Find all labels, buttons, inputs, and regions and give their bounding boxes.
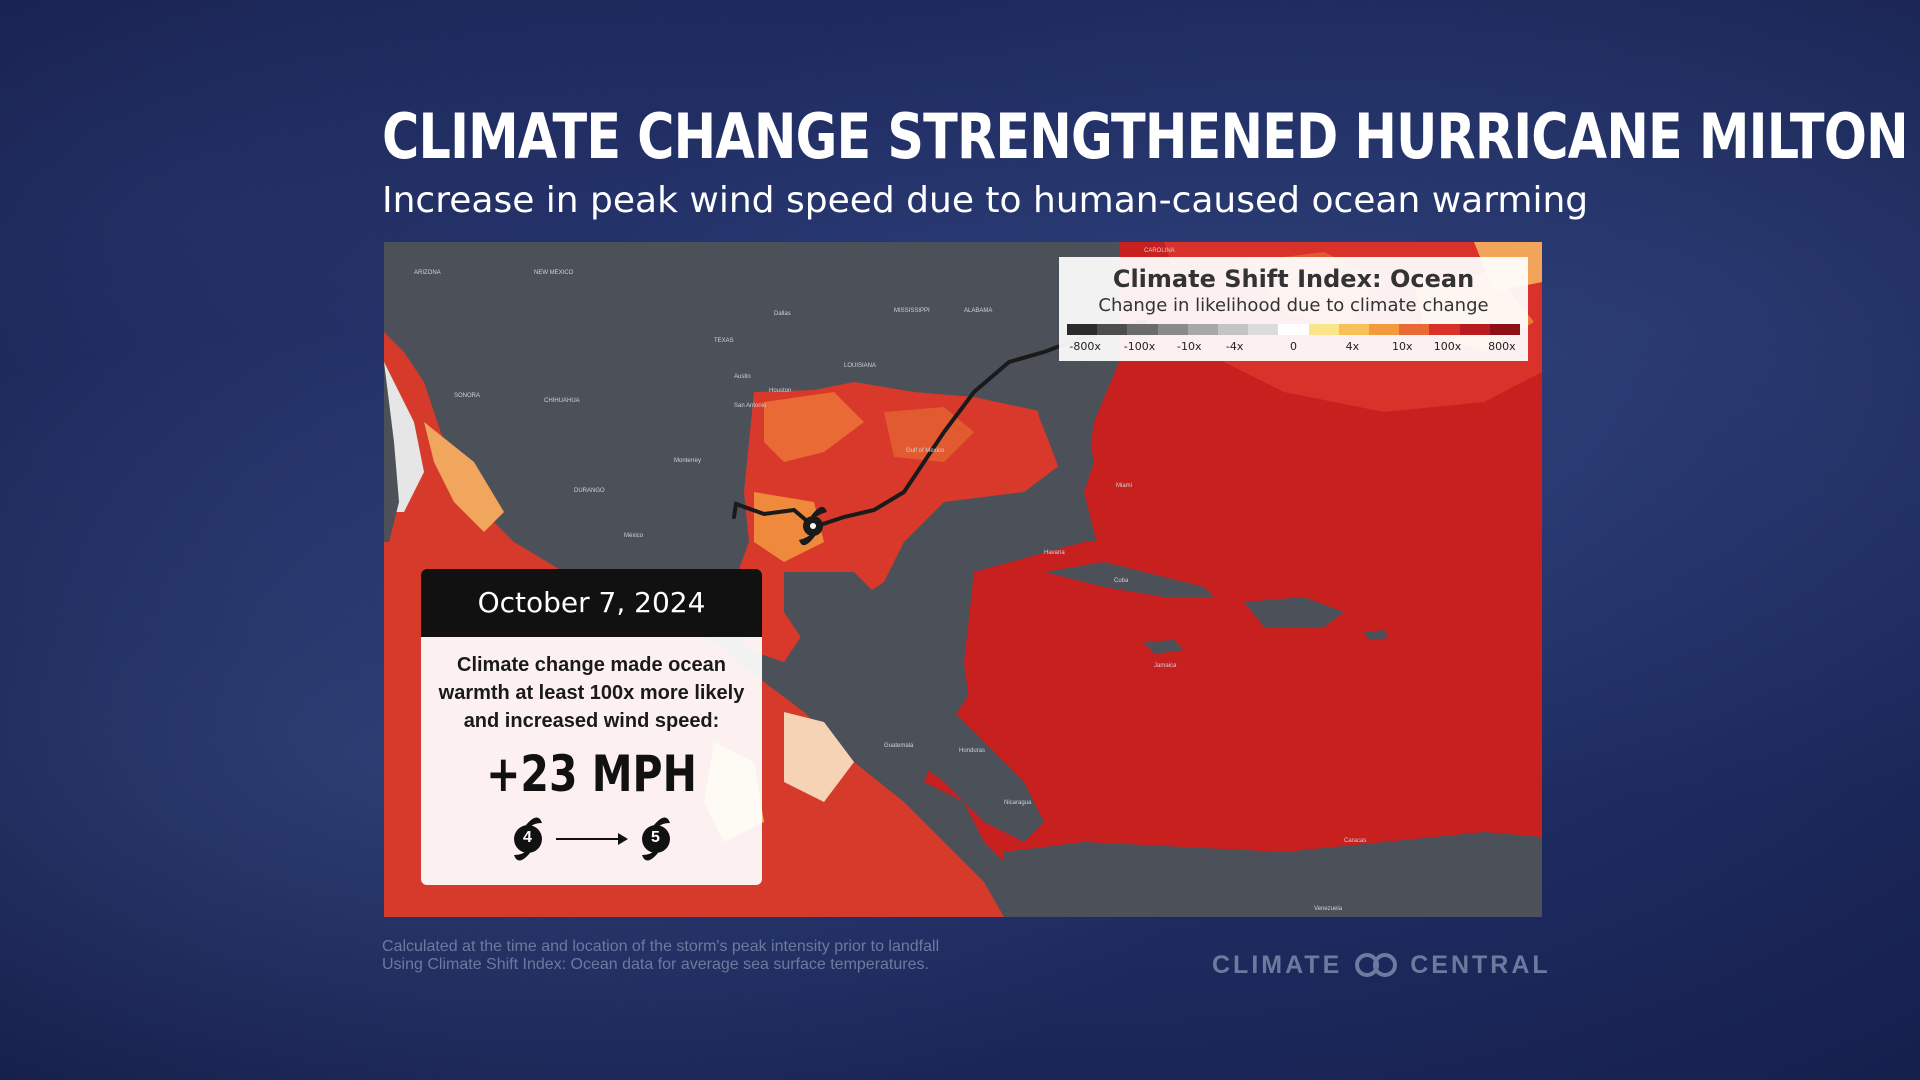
- label-mexico: México: [624, 533, 644, 539]
- label-durango: DURANGO: [574, 488, 605, 494]
- legend-swatch: [1338, 324, 1370, 335]
- legend-tick-label: -10x: [1177, 340, 1202, 353]
- logo-text-left: CLIMATE: [1212, 950, 1343, 979]
- legend-swatch: [1489, 324, 1521, 335]
- from-category: 4: [523, 829, 532, 846]
- label-gulf: Gulf of Mexico: [906, 448, 945, 454]
- card-speed: +23 MPH: [486, 745, 697, 803]
- legend-tick-label: 10x: [1391, 340, 1413, 353]
- card-text: Climate change made ocean warmth at leas…: [438, 654, 745, 732]
- label-houston: Houston: [769, 388, 791, 394]
- label-arizona: ARIZONA: [414, 270, 441, 276]
- north-america-land: [384, 242, 1119, 562]
- south-america: [1004, 832, 1542, 917]
- baja-california: [384, 362, 399, 542]
- label-louisiana: LOUISIANA: [844, 363, 876, 369]
- label-new-mexico: NEW MEXICO: [534, 270, 574, 276]
- gulf-patch-2: [754, 492, 824, 562]
- footnote: Calculated at the time and location of t…: [382, 938, 939, 974]
- legend-swatch: [1067, 324, 1098, 335]
- legend-title: Climate Shift Index: Ocean: [1112, 265, 1475, 293]
- hispaniola-island: [1244, 597, 1344, 627]
- logo-text-right: CENTRAL: [1410, 950, 1551, 979]
- label-honduras: Honduras: [959, 748, 985, 754]
- caribbean-sea: [964, 542, 1542, 862]
- legend-tick-label: -800x: [1069, 340, 1101, 353]
- info-card: October 7, 2024 Climate change made ocea…: [421, 569, 762, 885]
- pacific-light: [784, 712, 854, 802]
- legend-swatch: [1308, 324, 1339, 335]
- jamaica-island: [1144, 640, 1184, 654]
- legend-swatch: [1187, 324, 1219, 335]
- label-nicaragua: Nicaragua: [1004, 800, 1032, 806]
- puerto-rico-island: [1364, 630, 1389, 640]
- climate-central-logo: CLIMATE CENTRAL: [1212, 950, 1551, 980]
- page-title: CLIMATE CHANGE STRENGTHENED HURRICANE MI…: [382, 100, 1909, 173]
- legend-swatch: [1218, 324, 1249, 335]
- central-america: [804, 642, 1044, 842]
- footnote-line-1: Calculated at the time and location of t…: [382, 938, 940, 955]
- label-mississippi: MISSISSIPPI: [894, 308, 930, 314]
- label-texas: TEXAS: [714, 338, 734, 344]
- label-austin: Austin: [734, 374, 751, 380]
- hurricane-track: [732, 320, 1146, 530]
- legend-swatch: [1429, 324, 1460, 335]
- logo-rings-icon: [1355, 953, 1398, 977]
- label-miami: Miami: [1116, 483, 1132, 489]
- label-jamaica: Jamaica: [1154, 663, 1177, 669]
- legend: Climate Shift Index: Ocean Change in lik…: [1059, 257, 1528, 361]
- florida: [1034, 382, 1094, 492]
- label-cuba: Cuba: [1114, 578, 1129, 584]
- label-sonora: SONORA: [454, 393, 480, 399]
- legend-tick-label: -4x: [1225, 340, 1244, 353]
- label-dallas: Dallas: [774, 311, 791, 317]
- hurricane-icon: [799, 506, 827, 546]
- legend-swatch: [1157, 324, 1188, 335]
- legend-swatch: [1278, 324, 1309, 335]
- legend-tick-label: -100x: [1123, 340, 1156, 353]
- page-subtitle: Increase in peak wind speed due to human…: [382, 180, 1589, 221]
- legend-swatch: [1369, 324, 1400, 335]
- category-change: 4 5: [421, 811, 762, 867]
- hurricane-category-4-icon: 4: [508, 813, 548, 865]
- footnote-line-2: Using Climate Shift Index: Ocean data fo…: [382, 956, 929, 973]
- label-venezuela: Venezuela: [1314, 906, 1343, 912]
- legend-swatch: [1127, 324, 1158, 335]
- label-carolina: CAROLINA: [1144, 248, 1175, 254]
- label-caracas: Caracas: [1344, 838, 1366, 844]
- label-chihuahua: CHIHUAHUA: [544, 398, 580, 404]
- hurricane-category-5-icon: 5: [636, 813, 676, 865]
- to-category: 5: [651, 829, 660, 846]
- label-san-antonio: San Antonio: [734, 403, 767, 409]
- legend-color-bar: [1067, 324, 1521, 335]
- map-labels: NEW MEXICO TEXAS LOUISIANA ALABAMA MISSI…: [414, 248, 1366, 912]
- pacific-warm-band: [424, 422, 504, 532]
- legend-tick-label: 100x: [1433, 340, 1462, 353]
- gulf-patch: [764, 392, 864, 462]
- legend-swatch: [1097, 324, 1128, 335]
- label-havana: Havana: [1044, 550, 1065, 556]
- cuba-island: [1044, 562, 1214, 597]
- legend-tick-label: 0: [1290, 340, 1297, 353]
- yucatan: [784, 572, 874, 642]
- legend-ticks: -800x -100x -10x -4x 0 4x 10x 100x 800x: [1067, 340, 1520, 356]
- legend-subtitle: Change in likelihood due to climate chan…: [1098, 295, 1489, 316]
- legend-tick-label: 4x: [1345, 340, 1360, 353]
- card-date: October 7, 2024: [421, 569, 762, 637]
- arrow-right-icon: [555, 833, 628, 845]
- label-alabama: ALABAMA: [964, 308, 992, 314]
- legend-swatch: [1248, 324, 1279, 335]
- label-guatemala: Guatemala: [884, 743, 914, 749]
- legend-tick-label: 800x: [1488, 340, 1516, 353]
- label-monterrey: Monterrey: [674, 458, 701, 464]
- legend-swatch: [1399, 324, 1430, 335]
- legend-swatch: [1459, 324, 1490, 335]
